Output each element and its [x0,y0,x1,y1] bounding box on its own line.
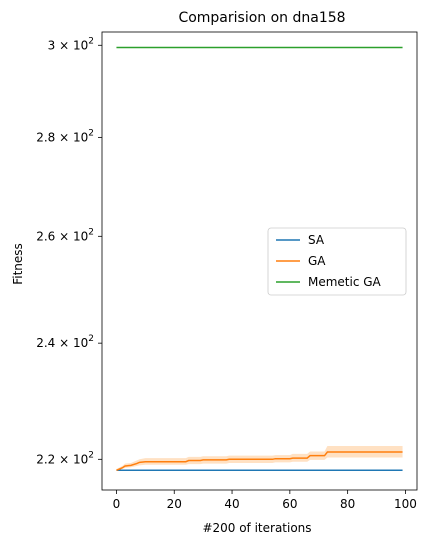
x-tick-label-4: 80 [340,497,355,511]
x-tick-label-1: 20 [167,497,182,511]
y-axis: 2.2 × 102 2.4 × 102 2.6 × 102 2.8 × 102 3 × … [36,36,102,466]
y-tick-label-1: 2.4 × 102 [36,334,94,350]
legend-label-0: SA [308,233,325,247]
series-line-1 [116,451,403,471]
legend-label-1: GA [308,254,326,268]
legend: SA GA Memetic GA [267,227,407,296]
plot-frame [101,31,418,491]
x-tick-label-3: 60 [282,497,297,511]
y-tick-label-0: 2.2 × 102 [36,450,94,466]
chart-title: Comparision on dna158 [178,10,345,26]
x-axis: 0 20 40 60 80 100 [113,490,417,511]
x-tick-label-0: 0 [113,497,121,511]
x-tick-label-2: 40 [224,497,239,511]
y-tick-label-3: 2.8 × 102 [36,128,94,144]
y-axis-label: Fitness [11,243,25,285]
x-axis-label: #200 of iterations [202,521,311,535]
y-tick-label-2: 2.6 × 102 [36,227,94,243]
y-tick-label-4: 3 × 102 [48,36,94,52]
x-tick-label-5: 100 [394,497,417,511]
legend-box [267,227,407,296]
series-band-1 [116,446,403,471]
legend-label-2: Memetic GA [308,275,382,289]
plot-area [101,31,418,491]
